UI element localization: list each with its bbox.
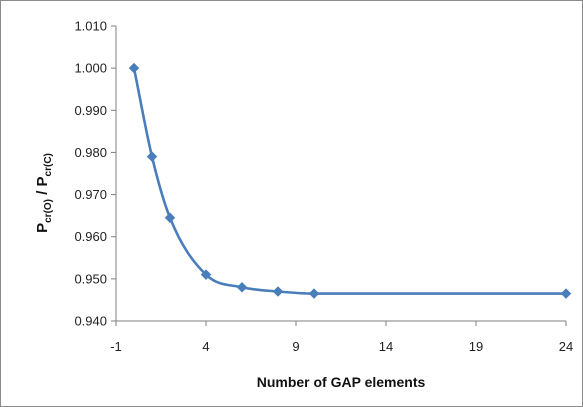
y-axis-title-sub2: cr(C) — [43, 153, 54, 176]
series-line — [132, 67, 566, 295]
data-point-marker — [560, 288, 572, 299]
x-axis-ticks: -1 4 9 14 19 24 — [110, 321, 573, 354]
plot-area — [128, 62, 572, 299]
x-tick-label: 14 — [379, 339, 393, 354]
x-tick-label: 9 — [292, 339, 299, 354]
x-tick-label: 4 — [202, 339, 209, 354]
y-tick-label: 0.970 — [74, 187, 107, 202]
x-tick-label: 19 — [469, 339, 483, 354]
data-point-marker — [146, 151, 158, 162]
y-tick-label: 1.010 — [74, 19, 107, 34]
y-axis-title: Pcr(O) / Pcr(C) — [34, 153, 54, 233]
y-tick-label: 0.940 — [74, 314, 107, 329]
y-axis-title-p1: P — [34, 223, 51, 233]
data-point-marker — [308, 288, 320, 299]
x-tick-label: 24 — [559, 339, 573, 354]
y-tick-label: 1.000 — [74, 61, 107, 76]
y-tick-label: 0.960 — [74, 229, 107, 244]
data-point-marker — [128, 62, 140, 74]
data-point-marker — [164, 212, 176, 224]
y-axis-title-p2: P — [34, 176, 51, 186]
y-axis-ticks: 0.940 0.950 0.960 0.970 0.980 0.990 1.000 1.010 — [74, 19, 116, 329]
y-tick-label: 0.990 — [74, 103, 107, 118]
y-tick-label: 0.950 — [74, 271, 107, 286]
data-point-marker — [236, 281, 248, 293]
y-tick-label: 0.980 — [74, 145, 107, 160]
data-point-marker — [200, 269, 212, 280]
x-axis-title: Number of GAP elements — [257, 374, 426, 390]
x-tick-label: -1 — [110, 339, 122, 354]
data-point-marker — [272, 286, 284, 297]
y-axis-title-sep: / — [34, 186, 51, 199]
y-axis-title-sub1: cr(O) — [43, 199, 54, 223]
